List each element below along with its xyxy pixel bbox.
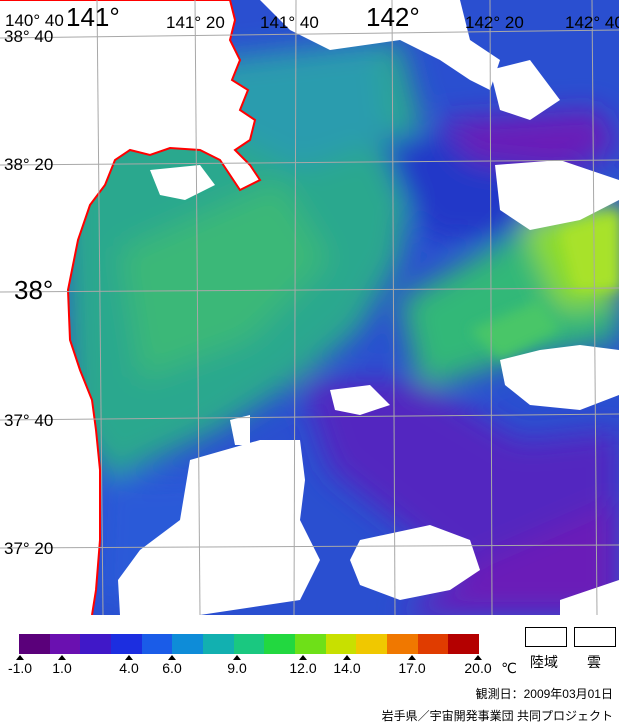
colorbar-tick-label: 20.0: [464, 660, 492, 676]
colorbar-tick: [16, 655, 24, 660]
colorbar-tick: [168, 655, 176, 660]
longitude-label-141-40: 141° 40: [260, 13, 319, 32]
longitude-label-141: 141°: [66, 2, 120, 32]
colorbar-tick: [233, 655, 241, 660]
colorbar-segment: [111, 634, 142, 654]
colorbar-segment: [387, 634, 418, 654]
colorbar-segment: [19, 634, 50, 654]
colorbar-tick-label: -1.0: [7, 660, 33, 676]
colorbar-tick-label: 17.0: [398, 660, 426, 676]
credit-line: 岩手県／宇宙開発事業団 共同プロジェクト: [381, 709, 613, 723]
colorbar-tick-label: 12.0: [289, 660, 317, 676]
colorbar-segment: [356, 634, 388, 654]
colorbar-segment: [264, 634, 296, 654]
latitude-label-38-40: 38° 40: [4, 27, 54, 46]
coastline: [0, 0, 262, 615]
latitude-label-37-40: 37° 40: [4, 411, 54, 430]
colorbar-segment: [141, 634, 173, 654]
cloud-cover: [118, 0, 619, 615]
colorbar-tick-label: 9.0: [227, 660, 247, 676]
colorbar-tick: [408, 655, 416, 660]
land-area: [0, 0, 260, 615]
colorbar-tick-label: 4.0: [119, 660, 139, 676]
latitude-label-38-20: 38° 20: [4, 155, 54, 174]
longitude-label-142-20: 142° 20: [465, 13, 524, 32]
colorbar-tick-label: 1.0: [52, 660, 72, 676]
colorbar-tick-label: 6.0: [162, 660, 182, 676]
land-legend-swatch: [525, 627, 567, 647]
longitude-label-140-40: 140° 40: [5, 11, 64, 30]
colorbar-segment: [233, 634, 265, 654]
colorbar-tick: [299, 655, 307, 660]
longitude-label-142: 142°: [366, 2, 420, 32]
longitude-label-141-20: 141° 20: [166, 13, 225, 32]
colorbar-tick: [58, 655, 66, 660]
colorbar-segment: [295, 634, 326, 654]
colorbar-segment: [417, 634, 449, 654]
colorbar-segment: [49, 634, 81, 654]
colorbar-tick: [474, 655, 482, 660]
latitude-label-37-20: 37° 20: [4, 539, 54, 558]
cloud-legend-swatch: [574, 627, 616, 647]
cloud-legend-label: 雲: [587, 654, 601, 670]
latitude-label-38: 38°: [14, 275, 54, 305]
colorbar-segment: [325, 634, 357, 654]
colorbar-unit: ℃: [501, 660, 517, 676]
warm-current: [470, 210, 619, 360]
colorbar-segment: [172, 634, 204, 654]
colorbar-tick-label: 14.0: [333, 660, 361, 676]
colorbar-tick: [343, 655, 351, 660]
observation-date: 観測日：2009年03月01日: [475, 687, 613, 701]
temperature-colorbar: [19, 634, 480, 654]
colorbar-segment: [448, 634, 480, 654]
sea-surface-temperature-map: [0, 0, 619, 615]
colorbar-tick: [125, 655, 133, 660]
land-legend-label: 陸域: [530, 654, 558, 670]
colorbar-segment: [80, 634, 112, 654]
longitude-label-142-40: 142° 40: [565, 13, 619, 32]
graticule: [0, 0, 619, 615]
colorbar-segment: [203, 634, 234, 654]
